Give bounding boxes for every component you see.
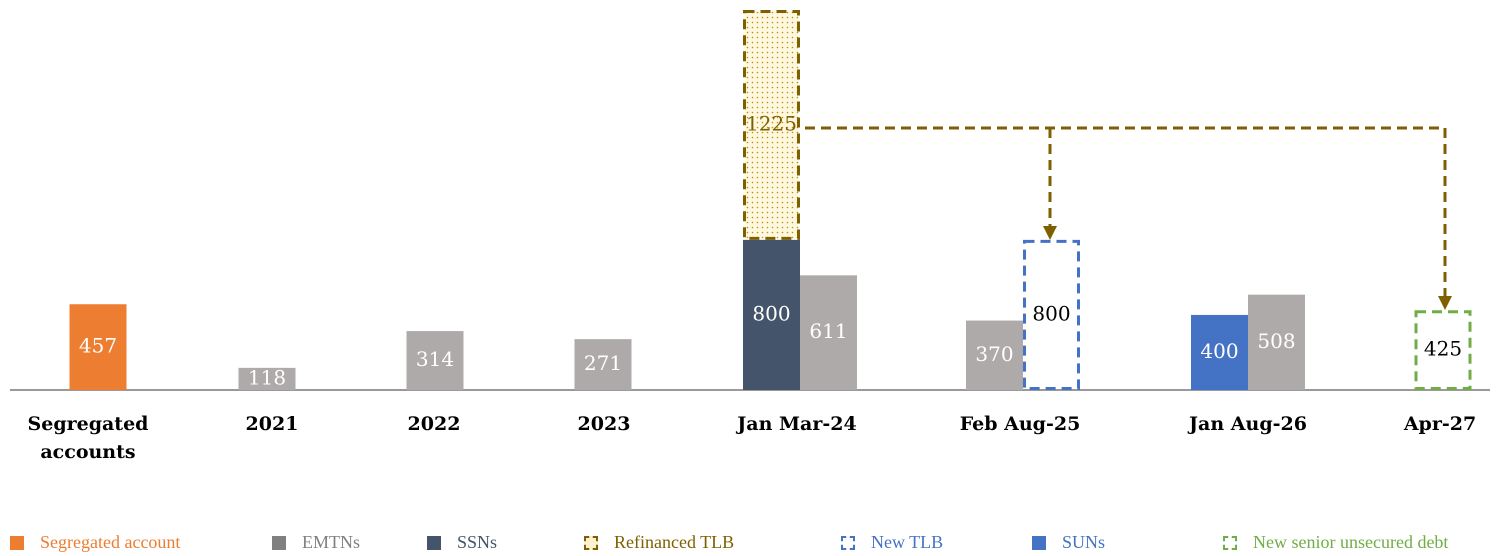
arrowheads bbox=[1043, 226, 1452, 310]
legend-label: Segregated account bbox=[40, 532, 181, 552]
bar bbox=[69, 304, 127, 390]
bar bbox=[966, 320, 1023, 390]
legend-swatch bbox=[427, 535, 441, 550]
legend-swatch bbox=[1223, 535, 1237, 550]
x-tick-label: 2023 bbox=[577, 413, 631, 435]
bar bbox=[1191, 314, 1248, 390]
x-tick-label: Feb Aug-25 bbox=[959, 413, 1081, 435]
x-tick-label: Jan Aug-26 bbox=[1189, 413, 1307, 435]
value-label: 118 bbox=[248, 365, 286, 389]
legend-item: Segregated account bbox=[10, 532, 180, 553]
value-label: 800 bbox=[1032, 301, 1070, 325]
value-label: 425 bbox=[1424, 337, 1462, 361]
legend-label: Refinanced TLB bbox=[614, 532, 735, 552]
legend-swatch bbox=[10, 535, 24, 550]
legend-item: New TLB bbox=[841, 532, 943, 553]
bar bbox=[1414, 310, 1472, 391]
bar bbox=[1248, 294, 1305, 390]
legend-label: SSNs bbox=[457, 532, 498, 552]
refinance-arrows bbox=[805, 126, 1447, 298]
legend-swatch bbox=[272, 535, 286, 550]
bar bbox=[574, 339, 632, 390]
legend-label: New TLB bbox=[871, 532, 944, 552]
value-label: 457 bbox=[79, 334, 117, 358]
legend-swatch bbox=[841, 535, 855, 550]
value-label: 400 bbox=[1200, 339, 1238, 363]
bar bbox=[743, 10, 800, 240]
x-tick-label: Apr-27 bbox=[1403, 413, 1477, 435]
legend-label: SUNs bbox=[1062, 532, 1106, 552]
bar bbox=[238, 367, 296, 390]
bar bbox=[743, 239, 800, 390]
bar bbox=[800, 275, 857, 390]
x-tick-label: Jan Mar-24 bbox=[737, 413, 857, 435]
legend: Segregated account EMTNs SSNs Refinanced TL… bbox=[0, 532, 1500, 556]
legend-item: New senior unsecured debt bbox=[1223, 532, 1448, 553]
value-label: 370 bbox=[975, 342, 1013, 366]
bar bbox=[1023, 239, 1080, 390]
x-tick-label: Segregated accounts bbox=[27, 413, 149, 463]
legend-item: EMTNs bbox=[272, 532, 360, 553]
value-label: 611 bbox=[809, 319, 847, 343]
legend-swatch bbox=[1032, 535, 1046, 550]
legend-item: Refinanced TLB bbox=[584, 532, 734, 553]
legend-swatch bbox=[584, 535, 598, 550]
chart: 457 118 314 271 611 800 1225 370 800 508 400 425 bbox=[10, 10, 1490, 391]
bar bbox=[406, 331, 464, 390]
x-tick-label: 2022 bbox=[407, 413, 461, 435]
value-label: 800 bbox=[752, 301, 790, 325]
legend-label: New senior unsecured debt bbox=[1253, 532, 1449, 552]
value-label: 1225 bbox=[746, 111, 797, 135]
legend-label: EMTNs bbox=[302, 532, 360, 552]
x-tick-label: 2021 bbox=[245, 413, 299, 435]
value-label: 314 bbox=[416, 347, 454, 371]
value-label: 271 bbox=[584, 351, 622, 375]
value-label: 508 bbox=[1257, 329, 1295, 353]
legend-item: SSNs bbox=[427, 532, 497, 553]
legend-item: SUNs bbox=[1032, 532, 1105, 553]
